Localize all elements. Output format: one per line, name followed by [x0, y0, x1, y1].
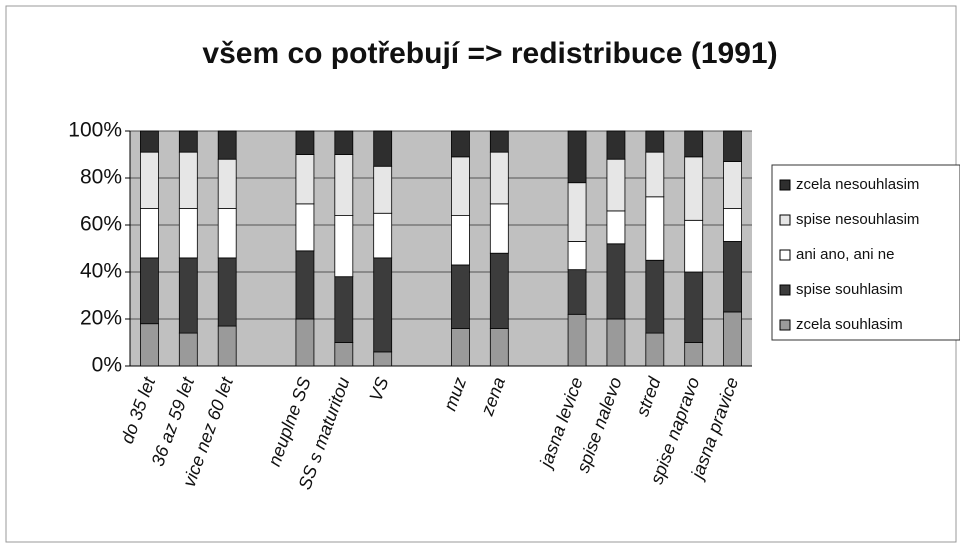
- bar-segment: [684, 342, 704, 367]
- bar-segment: [217, 130, 237, 160]
- legend-swatch: [779, 179, 791, 191]
- bar-segment: [723, 311, 742, 367]
- bar-segment: [567, 182, 587, 242]
- bar-segment: [723, 208, 742, 242]
- bar-segment: [178, 257, 198, 334]
- y-tick-label: 60%: [80, 213, 122, 236]
- bar-segment: [451, 215, 470, 266]
- bar-segment: [606, 210, 626, 245]
- bar-segment: [489, 327, 509, 367]
- bar-segment: [606, 318, 626, 367]
- legend-swatch: [779, 249, 791, 261]
- bar-segment: [140, 323, 159, 367]
- y-tick-label: 40%: [80, 260, 122, 283]
- bar-segment: [295, 203, 315, 252]
- legend-swatch: [779, 214, 791, 226]
- bar-segment: [723, 241, 742, 313]
- legend-swatch: [779, 319, 791, 331]
- bar-segment: [645, 259, 665, 334]
- bar-segment: [295, 130, 315, 155]
- bar-segment: [645, 196, 665, 261]
- bar-segment: [178, 208, 198, 259]
- bar-segment: [334, 276, 354, 343]
- bar-segment: [567, 269, 587, 315]
- bar-segment: [217, 158, 237, 209]
- bar-segment: [606, 130, 626, 160]
- bar-segment: [334, 342, 354, 367]
- bar-segment: [489, 130, 509, 153]
- bar-segment: [217, 325, 237, 367]
- bar-segment: [373, 257, 393, 353]
- bar-segment: [684, 219, 704, 273]
- bar-segment: [451, 327, 470, 367]
- bar-segment: [606, 158, 626, 212]
- bar-segment: [606, 243, 626, 320]
- bar-segment: [489, 151, 509, 205]
- bar-segment: [295, 154, 315, 205]
- bar-segment: [451, 130, 470, 158]
- legend-box: [771, 164, 960, 341]
- y-tick-label: 20%: [80, 307, 122, 330]
- bar-segment: [489, 252, 509, 329]
- bar-segment: [451, 156, 470, 217]
- bar-segment: [140, 208, 159, 259]
- y-tick-label: 0%: [92, 354, 122, 377]
- bar-segment: [140, 130, 159, 153]
- bar-segment: [334, 130, 354, 155]
- bar-segment: [567, 130, 587, 184]
- bar-segment: [178, 332, 198, 367]
- bar-segment: [373, 130, 393, 167]
- legend-label: ani ano, ani ne: [796, 246, 894, 263]
- bar-segment: [684, 156, 704, 221]
- bar-segment: [178, 151, 198, 209]
- legend-label: zcela souhlasim: [796, 316, 903, 333]
- bar-segment: [334, 215, 354, 278]
- bar-segment: [567, 313, 587, 367]
- bar-segment: [645, 130, 665, 153]
- legend-swatch: [779, 284, 791, 296]
- bar-segment: [645, 332, 665, 367]
- legend-label: spise souhlasim: [796, 281, 903, 298]
- bar-segment: [334, 154, 354, 216]
- bar-segment: [723, 161, 742, 209]
- bar-segment: [451, 264, 470, 329]
- bar-segment: [373, 351, 393, 367]
- y-tick-label: 100%: [68, 119, 122, 142]
- bar-segment: [140, 257, 159, 325]
- bar-segment: [723, 130, 742, 162]
- bar-segment: [373, 165, 393, 214]
- chart-title: všem co potřebují => redistribuce (1991): [202, 37, 777, 70]
- bar-segment: [140, 151, 159, 209]
- bar-segment: [684, 130, 704, 158]
- bar-segment: [178, 130, 198, 153]
- bar-segment: [295, 250, 315, 320]
- bar-segment: [217, 208, 237, 259]
- legend-label: zcela nesouhlasim: [796, 176, 919, 193]
- bar-segment: [645, 151, 665, 198]
- bar-segment: [567, 241, 587, 271]
- bar-segment: [217, 257, 237, 327]
- bar-segment: [373, 212, 393, 259]
- y-tick-label: 80%: [80, 166, 122, 189]
- bar-segment: [489, 203, 509, 254]
- bar-segment: [684, 271, 704, 343]
- legend-label: spise nesouhlasim: [796, 211, 919, 228]
- bar-segment: [295, 318, 315, 367]
